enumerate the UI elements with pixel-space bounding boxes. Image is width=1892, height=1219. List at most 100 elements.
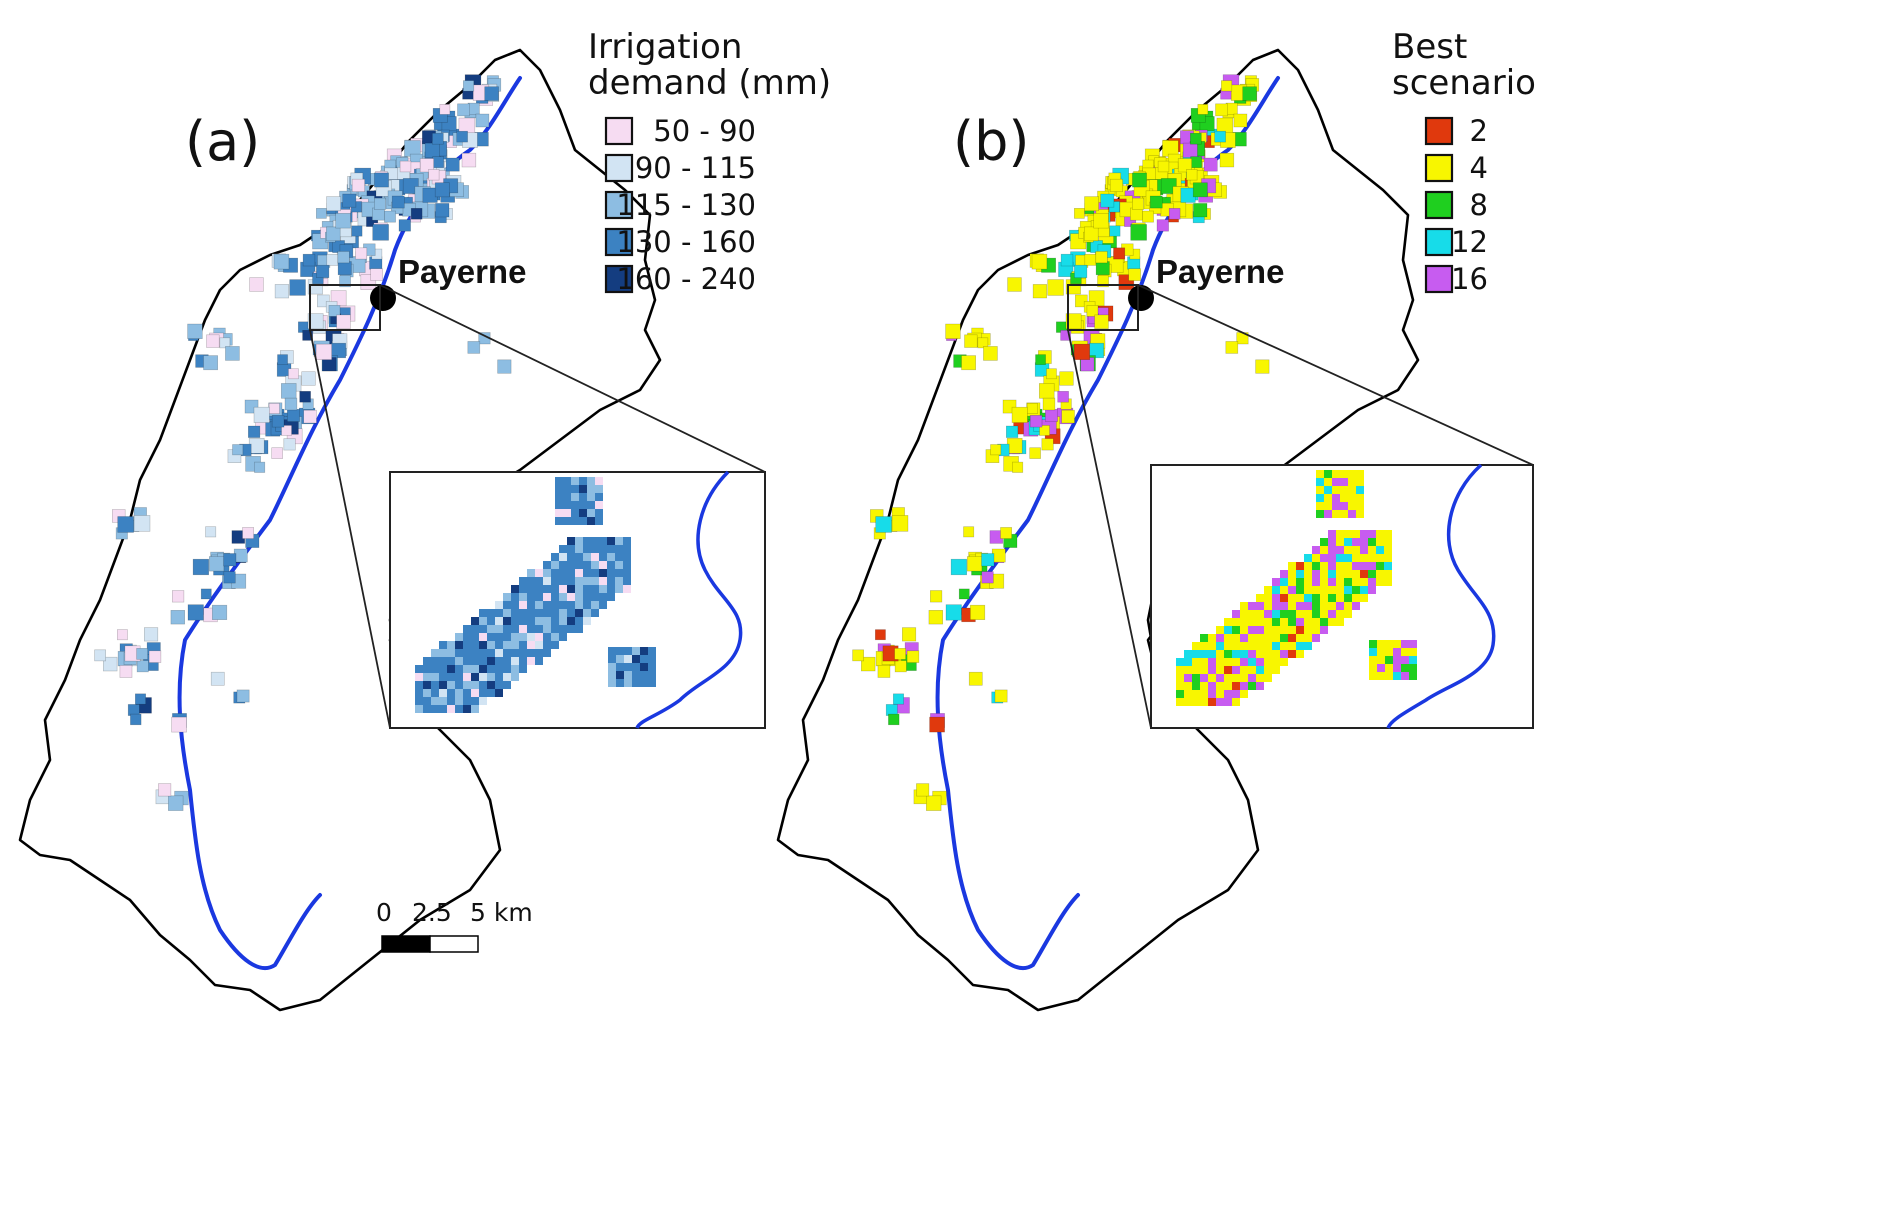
inset-cell [551,585,559,593]
inset-cell [1224,674,1232,682]
inset-cell [575,601,583,609]
inset-map [1150,463,1534,729]
field-cell [875,629,886,641]
scale-bar: 0 2.5 5 km [376,898,533,953]
inset-cell [567,617,575,625]
field-cell [206,334,220,348]
legend-label: 8 [1470,188,1488,222]
field-cell [281,425,292,436]
inset-cell [1352,546,1360,554]
inset-cell [503,617,511,625]
field-cell [337,261,352,276]
inset-cell [1360,578,1368,586]
inset-cell [1264,642,1272,650]
inset-cell [1224,666,1232,674]
inset-cell [1240,650,1248,658]
inset-cell [1296,610,1304,618]
inset-cell [503,625,511,633]
inset-cell [1360,570,1368,578]
field-cell [958,588,970,600]
field-cell [467,341,481,354]
inset-cell [439,649,447,657]
inset-cell [1256,658,1264,666]
field-cell [119,665,133,678]
legend-label: 16 [1451,262,1488,296]
field-cell [373,197,386,210]
inset-cell [447,641,455,649]
field-cell [170,609,185,625]
legend-label: 90 - 115 [635,151,756,185]
inset-cell [1264,618,1272,626]
inset-cell [1248,666,1256,674]
inset-cell [640,671,648,679]
inset-cell [1296,594,1304,602]
inset-cell [1304,602,1312,610]
town-label: Payerne [398,253,526,290]
inset-cell [567,545,575,553]
inset-cell [1240,626,1248,634]
inset-cell [571,485,579,493]
inset-cell [1369,664,1377,672]
inset-cell [519,609,527,617]
inset-cell [415,697,423,705]
inset-cell [463,665,471,673]
inset-cell [543,601,551,609]
inset-cell [1200,650,1208,658]
inset-cell [583,545,591,553]
inset-cell [1280,586,1288,594]
inset-cell [1256,634,1264,642]
inset-map [389,470,766,729]
inset-cell [535,577,543,585]
field-cell [1190,156,1203,169]
inset-cell [543,577,551,585]
inset-cell [1384,562,1392,570]
inset-cell [511,601,519,609]
field-cell [1130,224,1147,241]
field-cell [1065,313,1082,330]
field-cell [424,142,440,158]
field-cell [274,284,290,299]
inset-cell [1232,658,1240,666]
inset-cell [447,665,455,673]
inset-cell [1384,578,1392,586]
inset-cell [551,593,559,601]
field-cell [374,172,389,188]
inset-cell [1296,562,1304,570]
field-cell [130,713,142,726]
inset-cell [1344,538,1352,546]
inset-cell [1256,594,1264,602]
inset-cell [567,577,575,585]
inset-cell [1288,626,1296,634]
field-cell [1073,208,1085,219]
inset-cell [1376,546,1384,554]
inset-cell [583,585,591,593]
inset-cell [1356,494,1364,502]
field-cell [302,253,316,267]
inset-cell [555,509,563,517]
zoom-connector-top [1137,284,1534,466]
inset-cell [583,537,591,545]
inset-cell [1176,690,1184,698]
inset-cell [1288,562,1296,570]
inset-cell [1336,562,1344,570]
inset-cell [447,705,455,713]
inset-cell [1312,594,1320,602]
inset-cell [608,679,616,687]
inset-cell [1328,618,1336,626]
inset-cell [503,601,511,609]
inset-cell [1340,478,1348,486]
inset-cell [1332,486,1340,494]
inset-cell [607,593,615,601]
inset-cell [543,569,551,577]
inset-cell [1256,610,1264,618]
inset-cell [535,593,543,601]
inset-cell [1224,618,1232,626]
legend-swatch [1424,190,1454,220]
inset-cell [563,477,571,485]
legend-label: 50 - 90 [653,114,756,148]
inset-cell [1401,672,1409,680]
legend-label: 4 [1470,151,1488,185]
inset-cell [487,673,495,681]
inset-cell [1256,626,1264,634]
zoom-box [309,284,381,331]
